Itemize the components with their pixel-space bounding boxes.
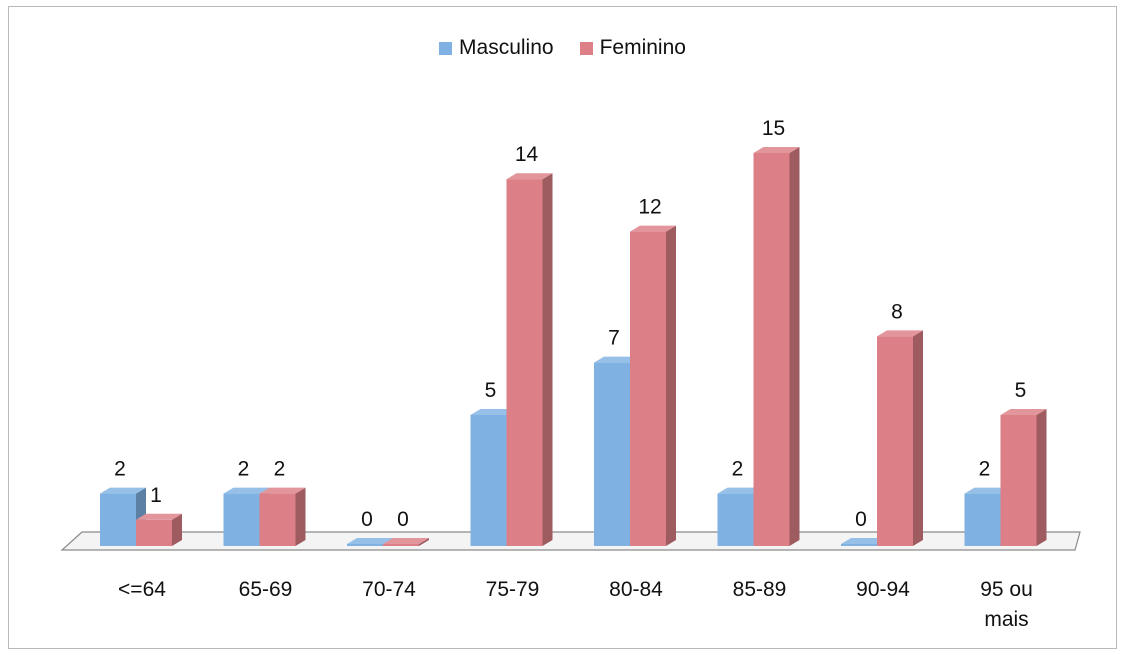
tick-label-90-94: 90-94 xyxy=(856,578,910,601)
bar-top-feminino-85-89 xyxy=(753,147,800,153)
data-label-feminino-80-84: 12 xyxy=(638,196,661,219)
bar-side-feminino-85-89 xyxy=(789,147,800,546)
bar-feminino-85-89 xyxy=(753,153,790,546)
legend-swatch-feminino xyxy=(579,41,593,55)
tick-label-80-84: 80-84 xyxy=(609,578,663,601)
bar-top-feminino-95-ou-mais xyxy=(1000,409,1047,415)
bar-masculino-95-ou-mais xyxy=(964,493,1001,546)
legend-item-feminino: Feminino xyxy=(579,36,686,60)
bar-feminino-70-74 xyxy=(383,544,419,546)
bar-feminino-80-84 xyxy=(630,231,666,546)
legend: Masculino Feminino xyxy=(0,36,1125,60)
bar-top-feminino-64 xyxy=(136,513,182,520)
bar-masculino-64 xyxy=(100,493,136,546)
bar-masculino-80-84 xyxy=(594,362,630,546)
bar-masculino-75-79 xyxy=(470,415,507,546)
data-label-masculino-95-ou-mais: 2 xyxy=(979,458,991,481)
bar-side-feminino-65-69 xyxy=(295,487,306,546)
bar-side-feminino-75-79 xyxy=(542,173,553,546)
legend-label-masculino: Masculino xyxy=(459,36,554,59)
tick-label-95-ou-mais: 95 ou mais xyxy=(980,578,1033,631)
tick-label-65-69: 65-69 xyxy=(239,578,293,601)
data-label-feminino-70-74: 0 xyxy=(397,508,409,531)
tick-label-70-74: 70-74 xyxy=(362,578,416,601)
data-label-masculino-64: 2 xyxy=(114,458,126,481)
bar-top-feminino-65-69 xyxy=(259,487,306,494)
data-label-masculino-65-69: 2 xyxy=(238,458,250,481)
legend-swatch-masculino xyxy=(439,41,453,55)
bar-feminino-64 xyxy=(136,519,172,546)
bar-side-feminino-70-74 xyxy=(419,538,429,546)
data-label-masculino-75-79: 5 xyxy=(485,379,497,402)
bar-masculino-65-69 xyxy=(223,493,260,546)
bar-feminino-65-69 xyxy=(259,493,296,546)
legend-item-masculino: Masculino xyxy=(439,36,554,60)
legend-label-feminino: Feminino xyxy=(599,36,686,59)
bar-top-masculino-75-79 xyxy=(470,409,517,415)
floor-plane xyxy=(60,531,1081,551)
data-label-masculino-80-84: 7 xyxy=(608,327,620,350)
data-label-feminino-85-89: 15 xyxy=(762,117,785,140)
data-label-feminino-75-79: 14 xyxy=(515,143,539,166)
tick-label-85-89: 85-89 xyxy=(733,578,787,601)
bar-feminino-75-79 xyxy=(506,179,543,546)
bar-top-masculino-85-89 xyxy=(717,487,764,494)
bar-top-masculino-65-69 xyxy=(223,487,270,494)
bar-top-feminino-90-94 xyxy=(877,330,923,337)
bar-side-feminino-80-84 xyxy=(666,225,676,546)
data-label-masculino-85-89: 2 xyxy=(732,458,744,481)
tick-label-75-79: 75-79 xyxy=(486,578,540,601)
data-label-feminino-90-94: 8 xyxy=(891,300,903,323)
bar-top-masculino-80-84 xyxy=(594,356,640,363)
bar-top-masculino-70-74 xyxy=(347,538,393,544)
bar-side-feminino-64 xyxy=(172,513,182,546)
bar-top-masculino-64 xyxy=(100,487,146,494)
bar-top-feminino-70-74 xyxy=(383,538,429,544)
bar-masculino-85-89 xyxy=(717,493,754,546)
data-label-feminino-64: 1 xyxy=(150,484,162,507)
bar-top-feminino-80-84 xyxy=(630,225,676,232)
data-label-masculino-70-74: 0 xyxy=(361,508,373,531)
bar-side-feminino-90-94 xyxy=(913,330,923,546)
data-label-feminino-65-69: 2 xyxy=(274,458,286,481)
bar-top-feminino-75-79 xyxy=(506,173,553,180)
bar-masculino-90-94 xyxy=(841,544,877,546)
bar-top-masculino-90-94 xyxy=(841,538,887,544)
bar-top-masculino-95-ou-mais xyxy=(964,487,1011,494)
bar-masculino-70-74 xyxy=(347,544,383,546)
bar-feminino-90-94 xyxy=(877,336,913,546)
bar-side-feminino-95-ou-mais xyxy=(1036,409,1047,546)
data-label-masculino-90-94: 0 xyxy=(855,508,867,531)
tick-label-64: <=64 xyxy=(118,578,166,601)
data-label-feminino-95-ou-mais: 5 xyxy=(1015,379,1027,402)
bar-feminino-95-ou-mais xyxy=(1000,415,1037,546)
